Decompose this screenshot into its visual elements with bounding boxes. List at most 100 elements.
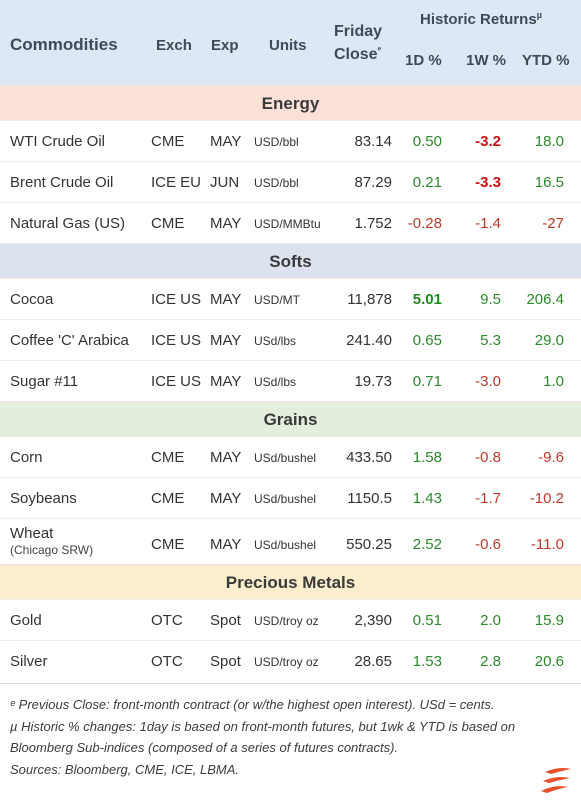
return-ytd-cell: 206.4 xyxy=(526,291,564,308)
close-cell: 11,878 xyxy=(347,291,392,308)
section-header-precious-metals: Precious Metals xyxy=(0,564,581,599)
return-1d-cell: 1.53 xyxy=(412,653,442,670)
return-1w-cell: -1.4 xyxy=(475,215,501,232)
close-cell: 550.25 xyxy=(346,536,392,553)
exchange-cell: CME xyxy=(151,536,185,553)
units-cell: USD/MMBtu xyxy=(254,217,321,231)
exchange-cell: CME xyxy=(151,490,185,507)
commodity-name: Gold xyxy=(10,612,42,629)
footnote-sources: Sources: Bloomberg, CME, ICE, LBMA. xyxy=(10,761,240,777)
units-cell: USd/bushel xyxy=(254,492,317,506)
units-cell: USd/bushel xyxy=(254,538,317,552)
expiry-cell: MAY xyxy=(210,215,242,232)
commodity-name-text: Wheat xyxy=(10,525,54,542)
commodity-name-text: Brent Crude Oil xyxy=(10,174,114,191)
table-body: Energy WTI Crude Oil CME MAY USD/bbl 83.14 0.5… xyxy=(0,85,581,681)
return-ytd-cell: 1.0 xyxy=(543,373,564,390)
commodity-name: Corn xyxy=(10,449,43,466)
commodity-name: Sugar #11 xyxy=(10,373,78,390)
header-historic-label: Historic Returns xyxy=(420,11,537,28)
footnote-historic: µ Historic % changes: 1day is based on f… xyxy=(10,718,516,756)
units-cell: USD/bbl xyxy=(254,135,299,149)
table-row: Wheat (Chicago SRW) CME MAY USd/bushel 550.25… xyxy=(0,518,581,564)
commodity-name: Wheat (Chicago SRW) xyxy=(10,525,93,559)
return-1d-cell: 1.43 xyxy=(412,490,442,507)
exchange-cell: CME xyxy=(151,215,185,232)
table-row: Silver OTC Spot USD/troy oz 28.65 1.53 2.8 20.6 xyxy=(0,640,581,681)
commodity-name-text: Natural Gas (US) xyxy=(10,215,126,232)
return-1d-cell: 0.50 xyxy=(412,133,442,150)
exchange-cell: ICE US xyxy=(151,373,202,390)
table-row: Gold OTC Spot USD/troy oz 2,390 0.51 2.0 15.9 xyxy=(0,599,581,640)
header-historic-marker: µ xyxy=(536,10,542,20)
header-friday-line1: Friday xyxy=(334,23,383,40)
header-friday-line2: Close xyxy=(334,46,378,63)
return-1w-cell: -3.0 xyxy=(475,373,501,390)
header-exp: Exp xyxy=(211,37,239,54)
return-ytd-cell: -9.6 xyxy=(538,449,564,466)
exchange-cell: ICE US xyxy=(151,332,202,349)
return-1w-cell: 9.5 xyxy=(480,291,501,308)
commodity-name: Soybeans xyxy=(10,490,77,507)
return-1d-cell: 2.52 xyxy=(412,536,442,553)
return-1w-cell: 2.0 xyxy=(480,612,501,629)
commodity-name-text: Cocoa xyxy=(10,291,54,308)
commodity-name: Brent Crude Oil xyxy=(10,174,113,191)
header-commodities: Commodities xyxy=(10,35,118,54)
return-ytd-cell: -11.0 xyxy=(530,536,564,553)
section-header-softs: Softs xyxy=(0,243,581,278)
commodity-name-text: WTI Crude Oil xyxy=(10,133,106,150)
expiry-cell: Spot xyxy=(210,612,241,629)
header-units: Units xyxy=(269,37,307,54)
commodity-name-text: Silver xyxy=(10,653,48,670)
close-cell: 87.29 xyxy=(354,174,392,191)
return-ytd-cell: 29.0 xyxy=(534,332,564,349)
units-cell: USD/troy oz xyxy=(254,655,319,669)
exchange-cell: CME xyxy=(151,449,185,466)
header-friday-marker: ᵉ xyxy=(377,44,381,55)
exchange-cell: OTC xyxy=(151,653,183,670)
return-ytd-cell: 18.0 xyxy=(534,133,564,150)
return-1d-cell: -0.28 xyxy=(407,215,442,232)
header-1d: 1D % xyxy=(405,52,442,69)
commodity-name-text: Soybeans xyxy=(10,490,77,507)
return-1w-cell: 5.3 xyxy=(480,332,501,349)
commodity-name: WTI Crude Oil xyxy=(10,133,105,150)
commodity-name-text: Corn xyxy=(10,449,43,466)
close-cell: 28.65 xyxy=(354,653,392,670)
expiry-cell: Spot xyxy=(210,653,241,670)
commodity-name: Cocoa xyxy=(10,291,53,308)
commodity-name: Natural Gas (US) xyxy=(10,215,125,232)
table-row: Natural Gas (US) CME MAY USD/MMBtu 1.752 -0.2… xyxy=(0,202,581,243)
close-cell: 19.73 xyxy=(354,373,392,390)
close-cell: 2,390 xyxy=(354,612,392,629)
exchange-cell: ICE EU xyxy=(151,174,202,191)
close-cell: 433.50 xyxy=(346,449,392,466)
return-ytd-cell: 15.9 xyxy=(534,612,564,629)
section-header-grains: Grains xyxy=(0,401,581,436)
table-row: Corn CME MAY USd/bushel 433.50 1.58 -0.8 -9.6 xyxy=(0,436,581,477)
header-exch: Exch xyxy=(156,37,192,54)
exchange-cell: OTC xyxy=(151,612,183,629)
header-friday-close: Friday Closeᵉ xyxy=(334,20,382,66)
footnotes: ᵉ Previous Close: front-month contract (… xyxy=(0,683,581,802)
commodities-table: Commodities Exch Exp Units Friday Closeᵉ… xyxy=(0,0,581,681)
table-row: Cocoa ICE US MAY USD/MT 11,878 5.01 9.5 206.4 xyxy=(0,278,581,319)
close-cell: 83.14 xyxy=(354,133,392,150)
expiry-cell: MAY xyxy=(210,291,242,308)
flame-logo-icon xyxy=(541,768,571,793)
commodity-name-text: Coffee 'C' Arabica xyxy=(10,332,129,349)
return-1w-cell: 2.8 xyxy=(480,653,501,670)
table-row: WTI Crude Oil CME MAY USD/bbl 83.14 0.50 -3.2 1… xyxy=(0,120,581,161)
expiry-cell: MAY xyxy=(210,536,242,553)
table-row: Coffee 'C' Arabica ICE US MAY USd/lbs 241.40… xyxy=(0,319,581,360)
header-ytd: YTD % xyxy=(522,52,570,69)
section-header-energy: Energy xyxy=(0,85,581,120)
expiry-cell: MAY xyxy=(210,449,242,466)
units-cell: USD/troy oz xyxy=(254,614,319,628)
return-1d-cell: 0.71 xyxy=(412,373,442,390)
close-cell: 1.752 xyxy=(354,215,392,232)
return-1w-cell: -1.7 xyxy=(475,490,501,507)
expiry-cell: MAY xyxy=(210,133,242,150)
return-1w-cell: -0.8 xyxy=(475,449,501,466)
